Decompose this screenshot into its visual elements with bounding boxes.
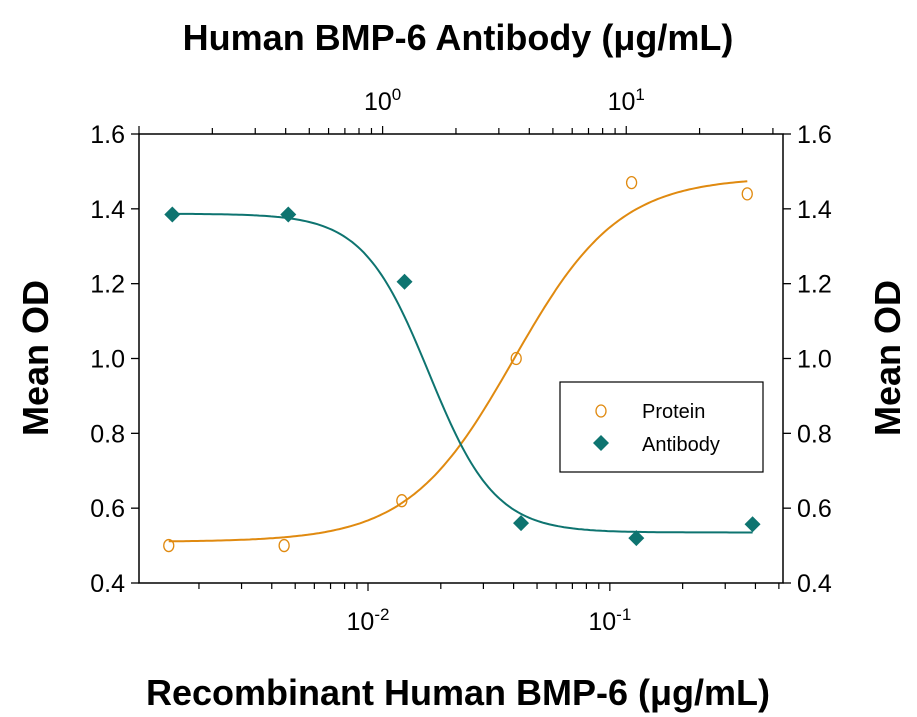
legend-label-antibody: Antibody <box>642 434 720 456</box>
legend: Protein Antibody <box>559 381 764 473</box>
y-axis-label-right: Mean OD <box>867 280 908 436</box>
legend-marker-antibody <box>593 435 609 451</box>
y-tick-label-left: 0.8 <box>90 420 125 448</box>
y-tick-label-left: 1.4 <box>90 196 125 224</box>
x-top-tick-label: 100 <box>364 85 401 116</box>
y-tick-label-left: 0.4 <box>90 570 125 598</box>
data-point-antibody <box>164 206 181 223</box>
y-tick-label-right: 1.2 <box>797 271 832 299</box>
data-point-protein <box>163 538 175 553</box>
x-bottom-tick-label: 10-1 <box>588 605 631 636</box>
x-axis-label: Recombinant Human BMP-6 (μg/mL) <box>146 672 770 713</box>
chart-title: Human BMP-6 Antibody (μg/mL) <box>183 17 734 58</box>
data-point-protein <box>625 175 638 190</box>
data-point-antibody <box>628 530 645 547</box>
y-tick-label-left: 1.6 <box>90 121 125 149</box>
legend-label-protein: Protein <box>642 401 705 423</box>
data-point-protein <box>278 538 290 553</box>
legend-box <box>559 381 764 473</box>
plot-frame <box>138 133 784 584</box>
x-bottom-tick-label: 10-2 <box>347 605 390 636</box>
y-tick-label-left: 1.2 <box>90 271 125 299</box>
y-tick-label-right: 0.4 <box>797 570 832 598</box>
y-tick-label-right: 0.8 <box>797 420 832 448</box>
data-point-antibody <box>396 273 413 290</box>
legend-marker-protein <box>595 404 607 418</box>
fit-curve-protein <box>168 180 748 543</box>
y-tick-label-left: 0.6 <box>90 495 125 523</box>
y-tick-label-right: 1.6 <box>797 121 832 149</box>
x-top-tick-label: 101 <box>608 85 645 116</box>
fit-curve-antibody <box>172 212 753 534</box>
y-tick-label-right: 0.6 <box>797 495 832 523</box>
y-axis-label-left: Mean OD <box>15 280 56 436</box>
data-point-antibody <box>513 515 530 532</box>
y-tick-label-right: 1.4 <box>797 196 832 224</box>
data-point-protein <box>396 494 408 508</box>
y-tick-label-right: 1.0 <box>797 346 832 374</box>
data-point-antibody <box>744 516 761 533</box>
y-tick-label-left: 1.0 <box>90 346 125 374</box>
data-point-antibody <box>280 206 297 223</box>
data-point-protein <box>510 351 522 366</box>
data-point-protein <box>741 187 753 201</box>
